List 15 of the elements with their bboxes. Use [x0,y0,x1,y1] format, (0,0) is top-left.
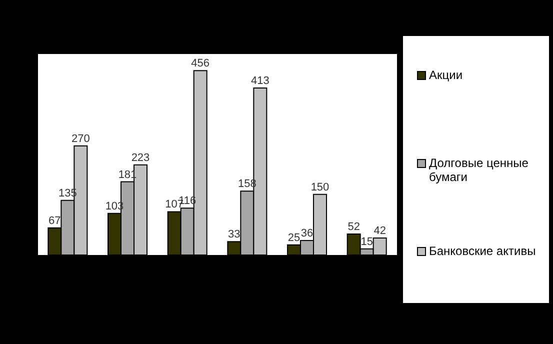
data-label: 25 [288,232,300,244]
data-label: 15 [360,236,373,248]
data-label: 456 [191,58,210,70]
data-label: 67 [48,214,61,227]
data-label: 150 [310,181,330,194]
legend-label: Долговые ценные бумаги [429,156,530,184]
legend-label: Акции [429,68,463,82]
legend-label: Банковские активы [429,244,536,258]
data-label: 223 [131,152,150,164]
data-label: 33 [228,228,240,241]
data-label: 270 [71,132,90,145]
data-label: 413 [250,74,270,87]
data-label: 52 [348,220,360,233]
data-label: 36 [300,227,314,240]
data-label: 42 [374,225,386,238]
